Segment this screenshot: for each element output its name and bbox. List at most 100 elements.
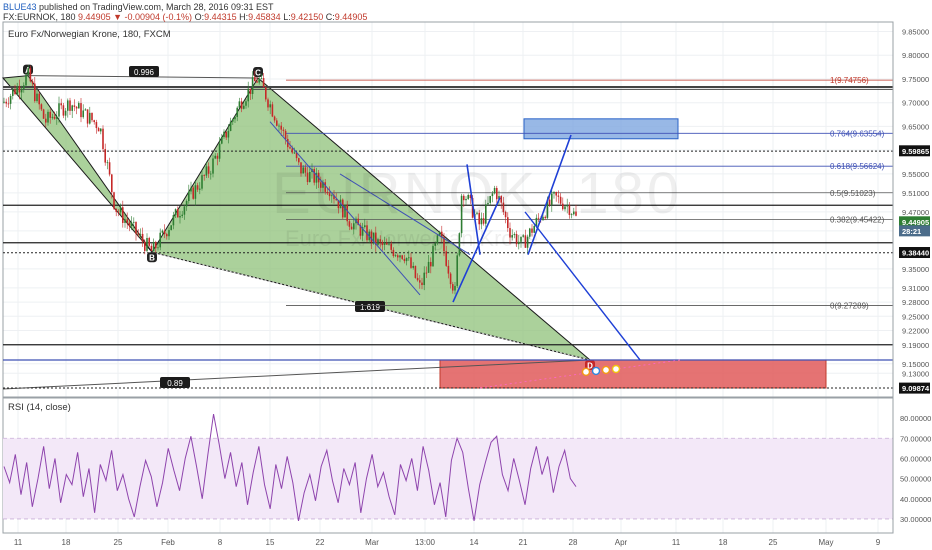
candle-body xyxy=(276,120,278,126)
candle-body xyxy=(247,88,249,102)
candle-body xyxy=(366,225,368,241)
candle-body xyxy=(480,218,483,225)
candle-body xyxy=(203,175,205,176)
candle-body xyxy=(119,207,122,213)
candle-body xyxy=(397,255,399,258)
candle-body xyxy=(467,195,469,199)
candle-body xyxy=(551,193,553,205)
candle-body xyxy=(34,83,36,102)
price-tag-bg xyxy=(899,382,930,394)
candle-body xyxy=(344,204,346,218)
candle-body xyxy=(432,245,434,267)
candle-body xyxy=(520,236,522,242)
candle-body xyxy=(544,216,546,218)
time-tick-label: 18 xyxy=(719,538,728,547)
candle-body xyxy=(309,172,311,182)
candle-body xyxy=(185,201,188,207)
candle-body xyxy=(509,228,511,238)
candle-body xyxy=(243,105,245,109)
fib-levels: 1(9.74756) 0.764(9.63554) 0.618(9.56624) 0.… xyxy=(286,76,893,310)
candle-body xyxy=(405,257,408,262)
time-tick-label: 14 xyxy=(470,538,479,547)
rsi-tick-label: 80.00000 xyxy=(900,414,931,423)
candle-body xyxy=(399,255,401,258)
candle-body xyxy=(425,272,428,274)
candle-body xyxy=(199,188,201,190)
candle-body xyxy=(287,138,289,148)
candle-body xyxy=(377,239,379,245)
publisher-name[interactable]: BLUE43 xyxy=(3,2,37,12)
candle-body xyxy=(221,136,223,144)
candle-body xyxy=(447,265,450,274)
candle-body xyxy=(452,284,454,291)
price-tick-label: 9.15000 xyxy=(902,360,929,369)
candle-body xyxy=(95,122,98,129)
candle-body xyxy=(157,247,159,249)
candle-body xyxy=(161,230,164,233)
fib-level-label: 0.5(9.51023) xyxy=(830,189,876,198)
rsi-tick-label: 60.00000 xyxy=(900,454,931,463)
impulse-line xyxy=(466,164,481,255)
price-tag: 9.38440 xyxy=(902,249,929,258)
candle-body xyxy=(298,158,300,163)
candle-body xyxy=(535,217,538,227)
candle-body xyxy=(526,236,529,248)
price-tick-label: 9.85000 xyxy=(902,27,929,36)
candle-body xyxy=(493,187,496,194)
candle-body xyxy=(262,78,265,88)
ratio-label: 1.619 xyxy=(360,303,381,312)
candle-body xyxy=(324,182,326,192)
price-tick-label: 9.47000 xyxy=(902,208,929,217)
time-tick-label: 25 xyxy=(769,538,778,547)
candle-body xyxy=(454,285,456,291)
candle-body xyxy=(23,85,25,89)
price-axis-bg xyxy=(893,22,932,533)
fib-level-label: 0.382(9.45422) xyxy=(830,215,885,224)
candle-body xyxy=(97,128,100,132)
candle-body xyxy=(478,212,480,225)
candle-body xyxy=(232,119,234,122)
candle-body xyxy=(460,195,463,234)
candle-body xyxy=(148,237,150,246)
candle-body xyxy=(542,216,544,221)
ratio-label-bg xyxy=(129,66,159,77)
candle-body xyxy=(513,234,516,236)
candle-body xyxy=(401,255,403,259)
candle-body xyxy=(104,149,106,163)
candle-body xyxy=(64,110,67,116)
candle-body xyxy=(361,227,364,236)
ratio-label: 0.996 xyxy=(134,68,155,77)
rsi-pane xyxy=(3,413,893,522)
candle-body xyxy=(146,237,148,251)
price-tick-label: 9.75000 xyxy=(902,75,929,84)
candle-body xyxy=(386,242,388,245)
candle-body xyxy=(27,68,29,75)
candle-body xyxy=(333,195,335,200)
candle-body xyxy=(126,219,128,223)
candle-body xyxy=(12,89,14,96)
candle-body xyxy=(271,104,274,117)
time-tick-label: 28 xyxy=(569,538,578,547)
candle-body xyxy=(337,200,340,209)
rsi-tick-label: 40.00000 xyxy=(900,495,931,504)
candle-body xyxy=(124,219,126,223)
watermark-symbol: EURNOK, 180 xyxy=(272,161,683,226)
candle-body xyxy=(155,242,157,249)
price-tag-bg xyxy=(899,225,930,237)
last-price: 9.44905 xyxy=(78,12,111,22)
impulse-line xyxy=(452,197,501,303)
candle-body xyxy=(179,216,181,218)
candle-body xyxy=(427,261,430,273)
low-value: 9.42150 xyxy=(290,12,324,22)
event-marker xyxy=(581,367,591,377)
candle-body xyxy=(548,199,551,205)
candle-body xyxy=(174,209,177,216)
dotted-projection xyxy=(479,359,681,389)
candle-body xyxy=(144,241,146,251)
candle-body xyxy=(482,218,485,224)
fib-level-label: 0.764(9.63554) xyxy=(830,129,885,138)
candle-body xyxy=(234,116,236,120)
candle-body xyxy=(295,152,298,159)
candle-body xyxy=(436,235,439,244)
